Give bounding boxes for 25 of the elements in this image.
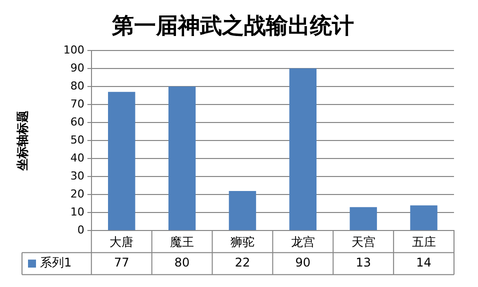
chart-title: 第一届神武之战输出统计 <box>111 12 354 39</box>
bar <box>108 92 136 230</box>
bar <box>350 207 377 230</box>
x-tick-label: 魔王 <box>170 234 194 249</box>
bar <box>289 68 317 230</box>
y-tick-label: 10 <box>70 205 84 218</box>
y-axis-title: 坐标轴标题 <box>15 110 30 172</box>
bar <box>410 205 438 230</box>
x-tick-label: 龙宫 <box>290 234 315 249</box>
y-tick-label: 0 <box>77 223 84 236</box>
x-tick-label: 大唐 <box>110 234 134 249</box>
y-tick-label: 80 <box>70 79 84 92</box>
x-tick-label: 狮驼 <box>230 234 254 249</box>
y-tick-label: 70 <box>70 97 84 110</box>
y-tick-label: 20 <box>70 187 84 200</box>
y-tick-label: 40 <box>70 151 84 164</box>
x-tick-label: 天宫 <box>351 234 376 249</box>
y-tick-label: 50 <box>70 133 84 146</box>
bar <box>228 190 256 230</box>
x-tick-label: 五庄 <box>412 234 436 249</box>
y-tick-label: 60 <box>70 115 84 128</box>
y-tick-label: 90 <box>70 61 84 74</box>
y-tick-label: 100 <box>63 43 84 56</box>
y-tick-label: 30 <box>70 169 84 182</box>
bar <box>168 86 196 230</box>
